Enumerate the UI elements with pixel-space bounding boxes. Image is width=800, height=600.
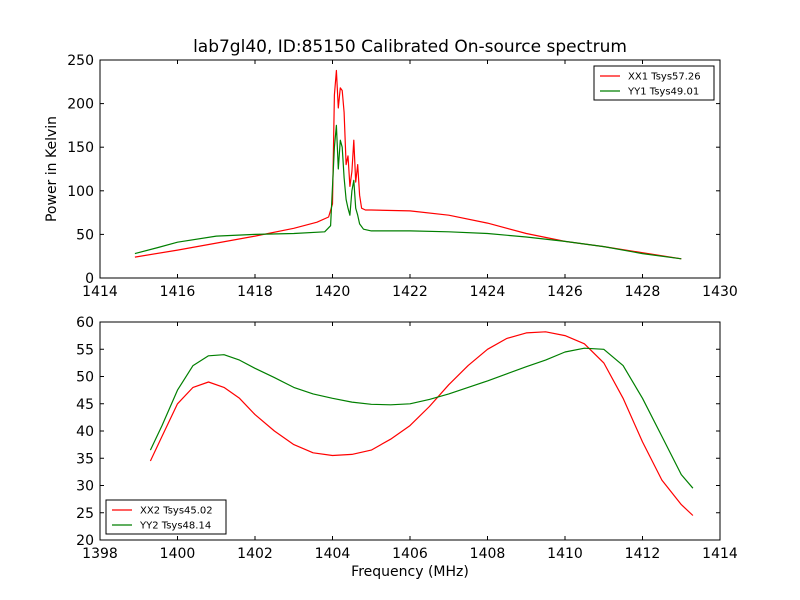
y-tick-label: 45 <box>76 397 94 413</box>
y-tick-label: 50 <box>76 370 94 386</box>
plots-group: 1414 1416 1418 1420 1422 1424 1426 1428 14300501… <box>44 53 738 580</box>
x-tick-label: 1404 <box>315 546 351 562</box>
chart-panel-1: 1414 1416 1418 1420 1422 1424 1426 1428 1430 0 50 1… <box>44 53 738 300</box>
x-tick-label: 1414 <box>82 284 118 300</box>
x-tick-label: 1426 <box>547 284 583 300</box>
y-tick-label: 50 <box>76 227 94 243</box>
y-tick-label: 20 <box>76 533 94 549</box>
x-tick-label: 1428 <box>625 284 661 300</box>
y-tick-label: 40 <box>76 424 94 440</box>
legend-label: YY1 Tsys49.01 <box>627 87 699 98</box>
legend-box <box>105 499 227 535</box>
y-tick-label: 30 <box>76 479 94 495</box>
y-tick-label: 200 <box>67 97 94 113</box>
chart-title: lab7gl40, ID:85150 Calibrated On-source … <box>193 37 627 57</box>
y-tick-label: 35 <box>76 451 94 467</box>
y-tick-label: 0 <box>85 271 94 287</box>
series-group <box>134 69 682 260</box>
y-tick-label: 60 <box>76 315 94 331</box>
x-tick-label: 1402 <box>237 546 273 562</box>
x-tick-label: 1430 <box>702 284 738 300</box>
y-tick-label: 55 <box>76 342 94 358</box>
series-line-2-2 <box>149 347 694 489</box>
x-tick-label: 1422 <box>392 284 428 300</box>
x-tick-label: 1414 <box>702 546 738 562</box>
x-tick-label: 1406 <box>392 546 428 562</box>
series-line-2-1 <box>149 331 694 516</box>
x-tick-label: 1408 <box>470 546 506 562</box>
x-tick-label: 1416 <box>160 284 196 300</box>
x-tick-label: 1410 <box>547 546 583 562</box>
legend: XX1 Tsys57.26 YY1 Tsys49.01 <box>593 65 715 101</box>
chart-panel-2: 1398 1400 1402 1404 1406 1408 1410 1412 1414 20 25… <box>76 315 738 580</box>
x-tick-label: 1418 <box>237 284 273 300</box>
legend: XX2 Tsys45.02 YY2 Tsys48.14 <box>105 499 227 535</box>
x-tick-label: 1400 <box>160 546 196 562</box>
x-tick-label: 1424 <box>470 284 506 300</box>
y-tick-label: 250 <box>67 53 94 69</box>
x-axis-label: Frequency (MHz) <box>351 564 469 580</box>
y-axis-label: Power in Kelvin <box>44 116 60 222</box>
legend-label: XX1 Tsys57.26 <box>628 72 701 83</box>
series-group <box>149 331 694 516</box>
y-tick-label: 25 <box>76 506 94 522</box>
legend-label: XX2 Tsys45.02 <box>140 506 213 517</box>
series-line-1-2 <box>134 124 682 260</box>
legend-box <box>593 65 715 101</box>
series-line-1-1 <box>134 69 682 260</box>
y-tick-label: 100 <box>67 184 94 200</box>
legend-label: YY2 Tsys48.14 <box>139 521 211 532</box>
y-tick-label: 150 <box>67 140 94 156</box>
x-tick-label: 1412 <box>625 546 661 562</box>
x-tick-label: 1420 <box>315 284 351 300</box>
x-tick-label: 1398 <box>82 546 118 562</box>
